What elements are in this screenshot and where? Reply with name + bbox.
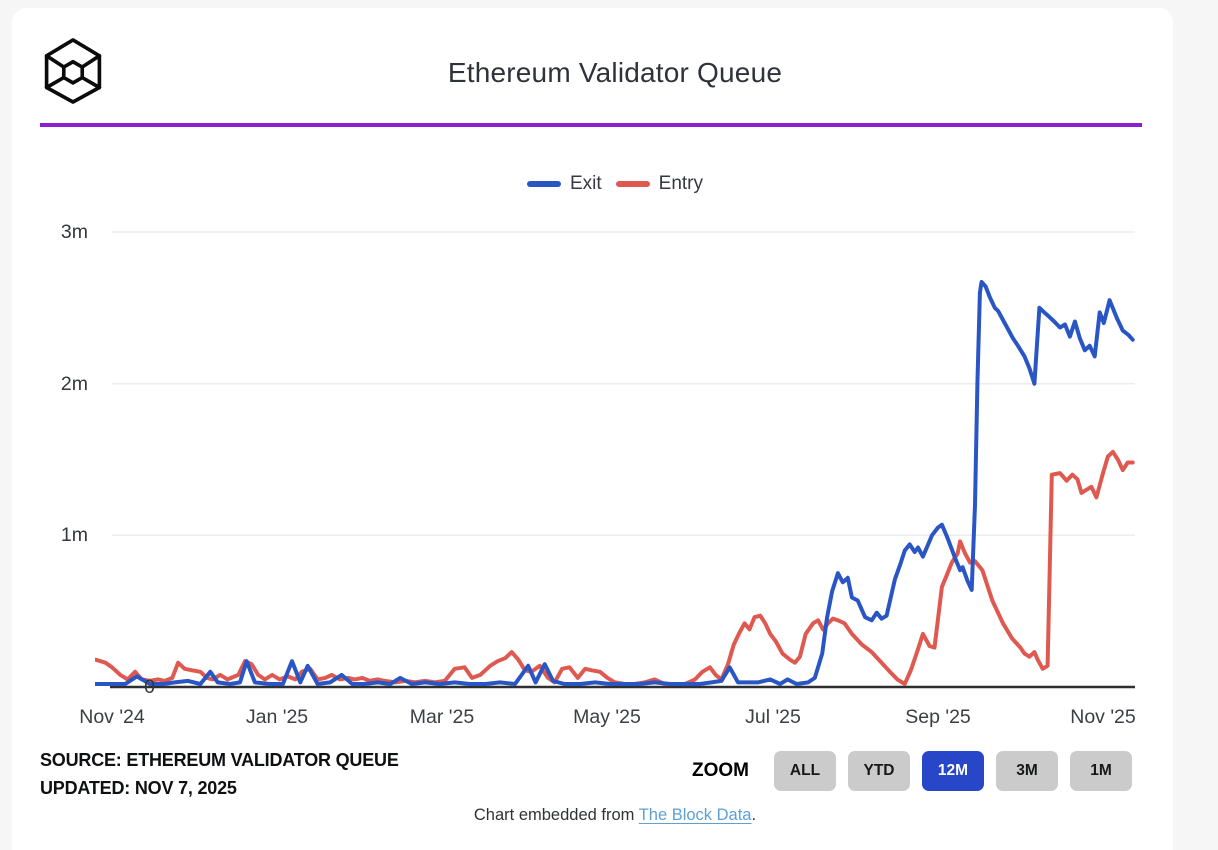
legend-item-entry[interactable]: Entry bbox=[615, 173, 704, 195]
zoom-button-3m[interactable]: 3M bbox=[996, 751, 1058, 791]
zoom-button-12m[interactable]: 12M bbox=[922, 751, 984, 791]
source-attribution: SOURCE: ETHEREUM VALIDATOR QUEUE UPDATED… bbox=[40, 746, 399, 802]
the-block-logo[interactable] bbox=[40, 36, 106, 106]
chart-legend: Exit Entry bbox=[95, 172, 1135, 196]
x-tick-label: Nov '25 bbox=[1070, 706, 1136, 728]
x-tick-label: Jan '25 bbox=[245, 706, 309, 728]
validator-queue-chart bbox=[95, 231, 1135, 689]
zoom-controls: ZOOM ALL YTD 12M 3M 1M bbox=[692, 751, 1132, 791]
the-block-data-link[interactable]: The Block Data bbox=[638, 806, 752, 824]
brand-divider bbox=[40, 123, 1142, 127]
legend-swatch-entry bbox=[615, 181, 650, 187]
y-tick-label: 2m bbox=[60, 373, 88, 395]
y-tick-label: 1m bbox=[60, 524, 88, 546]
legend-label: Entry bbox=[658, 173, 704, 194]
updated-line: UPDATED: NOV 7, 2025 bbox=[40, 778, 237, 798]
y-tick-label: 3m bbox=[60, 221, 88, 243]
zoom-label: ZOOM bbox=[692, 760, 749, 781]
page-title: Ethereum Validator Queue bbox=[447, 57, 783, 88]
zoom-button-1m[interactable]: 1M bbox=[1070, 751, 1132, 791]
embed-footer: Chart embedded from The Block Data. bbox=[95, 806, 1135, 825]
x-tick-label: Jul '25 bbox=[745, 706, 801, 728]
legend-swatch-exit bbox=[526, 181, 561, 187]
x-tick-label: May '25 bbox=[573, 706, 641, 728]
embed-suffix: . bbox=[751, 806, 757, 824]
chart-card bbox=[12, 8, 1173, 850]
x-tick-label: Nov '24 bbox=[79, 706, 145, 728]
x-tick-label: Mar '25 bbox=[409, 706, 475, 728]
x-tick-label: Sep '25 bbox=[905, 706, 971, 728]
zoom-button-ytd[interactable]: YTD bbox=[848, 751, 910, 791]
series-line-exit bbox=[95, 280, 1135, 686]
legend-item-exit[interactable]: Exit bbox=[526, 173, 602, 195]
source-line: SOURCE: ETHEREUM VALIDATOR QUEUE bbox=[40, 750, 399, 770]
embed-text: Chart embedded from bbox=[473, 806, 639, 824]
legend-label: Exit bbox=[569, 173, 602, 194]
zoom-button-all[interactable]: ALL bbox=[774, 751, 836, 791]
y-tick-label: 0 bbox=[144, 676, 155, 698]
